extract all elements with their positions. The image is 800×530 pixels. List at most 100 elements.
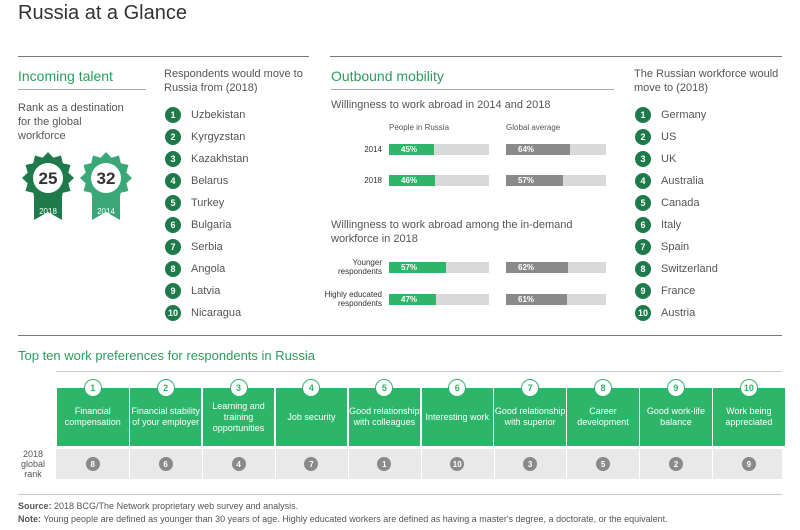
rank-number: 1 [635, 107, 651, 123]
bar: 57% [506, 175, 563, 186]
badge-ribbon [92, 192, 120, 220]
preference-rank: 8 [594, 379, 613, 397]
badge-ribbon [34, 192, 62, 220]
rank-number: 2 [635, 129, 651, 145]
chart2-title: Willingness to work abroad among the in-… [331, 219, 573, 245]
divider [18, 89, 146, 90]
rank-number: 2 [165, 129, 181, 145]
global-rank-label: 2018 global rank [20, 449, 46, 479]
list-item: 2 Kyrgyzstan [165, 126, 248, 148]
list-item: 4 Australia [635, 170, 718, 192]
rank-badges: 25 2018 32 2014 [22, 152, 132, 220]
outbound-list-heading: The Russian workforce would move to (201… [634, 68, 779, 94]
global-rank: 6 [158, 457, 173, 471]
outbound-country-list: 1 Germany 2 US 3 UK 4 Australia 5 Canada 6 Italy 7 Sp… [635, 104, 718, 324]
rank-number: 6 [165, 217, 181, 233]
global-rank: 3 [523, 457, 538, 471]
global-rank: 7 [304, 457, 319, 471]
list-item: 6 Italy [635, 214, 718, 236]
country-name: Canada [661, 197, 700, 209]
list-item: 9 Latvia [165, 280, 248, 302]
category-label: 2018 [364, 175, 382, 185]
source-line: Source: 2018 BCG/The Network proprietary… [18, 501, 298, 511]
rank-number: 4 [165, 173, 181, 189]
preference-rank: 10 [739, 379, 758, 397]
preference-rank: 3 [229, 379, 248, 397]
country-name: Belarus [191, 175, 229, 187]
global-rank-row [56, 449, 782, 479]
bar: 64% [506, 144, 570, 155]
country-name: Germany [661, 109, 707, 121]
list-item: 6 Bulgaria [165, 214, 248, 236]
incoming-list-heading: Respondents would move to Russia from (2… [164, 68, 303, 94]
divider [330, 56, 782, 57]
badge-center [33, 163, 63, 193]
preference-label: Job security [287, 411, 336, 422]
divider [18, 56, 309, 57]
preference-label: Financial compensation [64, 406, 121, 427]
source-label: Source: [18, 501, 52, 511]
category-label: Highly educated respondents [324, 290, 382, 308]
legend-russia: People in Russia [389, 123, 450, 132]
country-name: Spain [661, 241, 690, 253]
list-item: 10 Austria [635, 302, 718, 324]
list-item: 9 France [635, 280, 718, 302]
global-rank: 10 [450, 457, 465, 471]
divider [18, 335, 782, 336]
divider [712, 449, 714, 479]
preference-rank: 9 [666, 379, 685, 397]
rank-number: 9 [635, 283, 651, 299]
preferences-heading: Top ten work preferences for respondents… [18, 348, 315, 363]
country-name: Turkey [191, 197, 225, 209]
rank-number: 6 [635, 217, 651, 233]
incoming-country-list: 1 Uzbekistan 2 Kyrgyzstan 3 Kazakhstan 4 Belaru… [165, 104, 248, 324]
preference-column: Job security [275, 388, 348, 446]
preference-rank: 4 [302, 379, 321, 397]
rank-description: Rank as a destination for the global wor… [18, 102, 124, 142]
divider [639, 449, 641, 479]
country-name: Switzerland [661, 263, 718, 275]
divider [18, 494, 782, 495]
rank-number: 10 [635, 305, 651, 321]
list-item: 1 Germany [635, 104, 718, 126]
bar: 62% [506, 262, 568, 273]
preference-column: Learning and training opportunities [202, 388, 275, 446]
country-name: Latvia [191, 285, 221, 297]
preference-label: Financial stability of your employer [131, 406, 200, 427]
source-text: 2018 BCG/The Network proprietary web sur… [54, 501, 299, 511]
preference-rank: 1 [83, 379, 102, 397]
preference-label: Interesting work [425, 411, 490, 422]
country-name: US [661, 131, 677, 143]
note-label: Note: [18, 514, 41, 524]
global-rank: 9 [741, 457, 756, 471]
bar: 57% [389, 262, 446, 273]
global-rank: 4 [231, 457, 246, 471]
note-line: Note: Young people are defined as younge… [18, 514, 668, 524]
rank-number: 3 [165, 151, 181, 167]
list-item: 2 US [635, 126, 718, 148]
badge-rank: 25 [39, 169, 58, 188]
preference-column: Work being appreciated [713, 388, 785, 446]
rank-number: 8 [165, 261, 181, 277]
preference-column: Interesting work [421, 388, 493, 446]
country-name: Uzbekistan [191, 109, 246, 121]
rank-number: 10 [165, 305, 181, 321]
preference-rank: 2 [156, 379, 175, 397]
global-rank: 2 [668, 457, 683, 471]
global-rank: 8 [85, 457, 100, 471]
bar-track [389, 175, 489, 186]
divider [566, 449, 568, 479]
rank-number: 5 [635, 195, 651, 211]
bar: 46% [389, 175, 435, 186]
divider [129, 449, 130, 479]
badge-year: 2018 [39, 207, 57, 216]
bar: 45% [389, 144, 434, 155]
country-name: Nicaragua [191, 307, 242, 319]
legend-global: Global average [506, 123, 561, 132]
rank-number: 8 [635, 261, 651, 277]
country-name: France [661, 285, 696, 297]
country-name: Austria [661, 307, 696, 319]
bar-track [389, 294, 489, 305]
rank-number: 4 [635, 173, 651, 189]
global-rank: 1 [377, 457, 392, 471]
